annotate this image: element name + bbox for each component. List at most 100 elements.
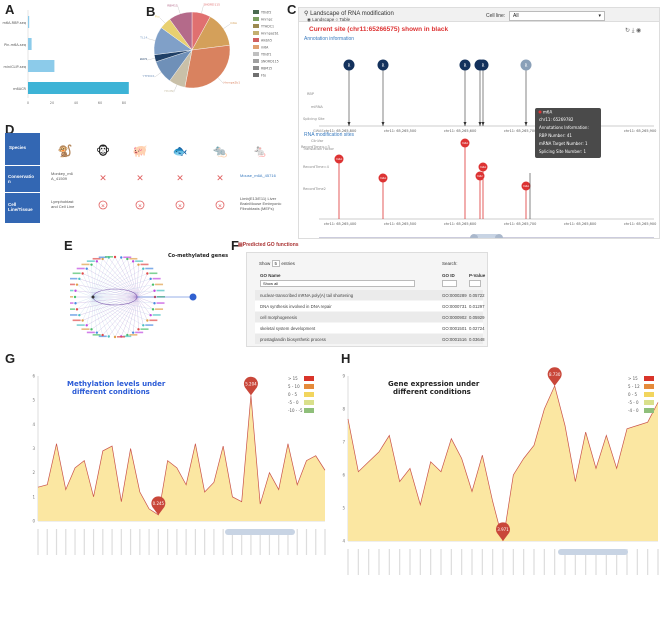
range-handle-left[interactable] (470, 234, 478, 238)
col-go-id[interactable]: GO ID (442, 273, 455, 278)
radio-landscape[interactable]: ◉ (307, 17, 313, 22)
mouse-conservation-link[interactable]: Mouse_m6A_45716 (240, 173, 276, 178)
pvalue-cell: 0.02724 (469, 326, 485, 331)
range-slider-window[interactable] (474, 234, 499, 238)
c-site-marker[interactable] (378, 173, 388, 183)
e-node[interactable] (137, 328, 140, 331)
c-site-marker[interactable] (478, 162, 488, 172)
go-id-cell: GO:0000902 (442, 315, 467, 320)
e-node[interactable] (120, 256, 123, 259)
e-node[interactable] (131, 331, 135, 334)
y-tick-label: 6 (32, 374, 35, 379)
c-annot-marker[interactable] (343, 59, 355, 71)
e-node[interactable] (151, 308, 155, 311)
extreme-marker[interactable] (496, 522, 510, 541)
go-table-row[interactable]: skeletal system development GO:0001501 0.0… (255, 323, 485, 333)
e-node[interactable] (81, 272, 84, 275)
e-node[interactable] (75, 308, 79, 311)
e-node[interactable] (146, 272, 149, 275)
entries-select[interactable]: 5 (271, 260, 281, 267)
pvalue-filter[interactable] (469, 280, 481, 287)
go-table-row[interactable]: DNA synthesis involved in DNA repair GO:0… (255, 301, 485, 311)
e-node[interactable] (113, 255, 117, 259)
e-node[interactable] (78, 277, 81, 281)
range-slider[interactable] (225, 529, 295, 535)
e-node[interactable] (101, 257, 104, 261)
e-node[interactable] (95, 260, 99, 263)
c-axis-label-bottom: chr11: 65,265,700 (504, 222, 536, 226)
e-node[interactable] (78, 313, 81, 317)
eye-icon[interactable]: ◉ (636, 28, 642, 34)
e-node[interactable] (142, 324, 145, 327)
e-node[interactable] (74, 302, 77, 305)
e-node[interactable] (73, 295, 77, 299)
c-annot-marker[interactable] (459, 59, 471, 71)
go-table-row[interactable]: nuclear-transcribed mRNA poly(A) tail sh… (255, 290, 485, 300)
e-node[interactable] (85, 267, 88, 270)
go-table-row[interactable]: prostaglandin biosynthetic process GO:000… (255, 334, 485, 344)
e-node[interactable] (81, 319, 84, 322)
radio-table[interactable]: ○ (335, 17, 340, 22)
c-site-marker[interactable] (334, 154, 344, 164)
c-site-marker[interactable] (475, 171, 485, 181)
go-id-filter[interactable] (442, 280, 457, 287)
e-node-label (70, 302, 74, 304)
e-node-label (70, 277, 78, 280)
e-node[interactable] (146, 319, 149, 322)
e-node[interactable] (107, 335, 110, 338)
extreme-marker[interactable] (547, 367, 562, 386)
e-node[interactable] (90, 263, 93, 266)
col-pvalue[interactable]: P-Value (469, 273, 486, 278)
e-node-label (98, 335, 107, 338)
go-table-row[interactable]: cell morphogenesis GO:0000902 0.05929 (255, 312, 485, 322)
c-site-marker[interactable] (521, 181, 531, 191)
species-icon: 🐁 (253, 144, 268, 158)
c-annot-marker[interactable] (377, 59, 389, 71)
tooltip-line-4: RBP Number: 41 (539, 133, 572, 138)
e-node[interactable] (131, 260, 135, 263)
e-node[interactable] (101, 333, 104, 337)
e-node[interactable] (90, 328, 93, 331)
cellline-select[interactable]: All ▾ (509, 11, 605, 21)
c-annot-marker[interactable] (520, 59, 532, 71)
e-node[interactable] (142, 267, 145, 270)
c-annot-marker[interactable] (477, 59, 489, 71)
e-edge (92, 273, 148, 298)
c-annot-arrow (481, 122, 485, 126)
x-tick-label-line (111, 529, 113, 555)
b-legend-swatch (253, 31, 259, 35)
e-node[interactable] (137, 263, 140, 266)
extreme-marker[interactable] (243, 376, 258, 396)
b-leader-line (159, 17, 166, 24)
extreme-marker[interactable] (151, 496, 166, 515)
e-center-node[interactable] (91, 295, 95, 299)
e-node[interactable] (126, 257, 129, 261)
e-node[interactable] (113, 335, 117, 339)
e-node[interactable] (75, 283, 79, 286)
species-icon: 🐀 (213, 144, 228, 158)
tooltip-line-5: mRNA Target Number: 1 (539, 141, 588, 146)
panel-label-f: F (231, 238, 239, 253)
b-legend-swatch (253, 73, 259, 77)
e-node[interactable] (149, 313, 152, 317)
c-site-marker[interactable] (460, 138, 470, 148)
e-node[interactable] (151, 283, 155, 286)
species-icon: 🐖 (133, 144, 148, 158)
download-icon[interactable]: ⤓ (631, 28, 635, 34)
range-handle-right[interactable] (495, 234, 503, 238)
col-go-name[interactable]: GO Name (260, 273, 281, 278)
e-node[interactable] (95, 331, 99, 334)
e-node[interactable] (74, 289, 77, 292)
e-node[interactable] (149, 277, 152, 281)
range-slider[interactable] (558, 549, 628, 555)
go-name-filter[interactable]: Show all (260, 280, 415, 287)
area-line (37, 395, 326, 516)
e-node[interactable] (153, 302, 156, 305)
refresh-icon[interactable]: ↻ (625, 28, 631, 34)
go-name-cell: nuclear-transcribed mRNA poly(A) tail sh… (260, 293, 354, 298)
e-node[interactable] (153, 289, 156, 292)
e-node[interactable] (85, 324, 88, 327)
mouse-cellline: Limb(E13/E11) Liver BrainMouse Embryonic… (240, 196, 282, 211)
rna-row-3: RecordTime>=3 (301, 145, 330, 149)
view-radio-group[interactable]: ◉ Landscape ○ Table (307, 17, 351, 22)
